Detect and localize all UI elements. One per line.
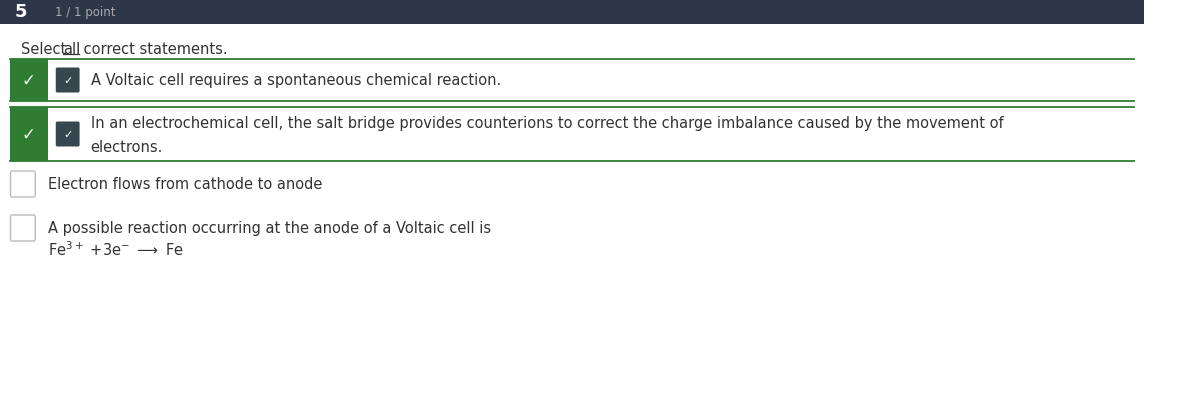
Text: Electron flows from cathode to anode: Electron flows from cathode to anode [48,177,322,192]
FancyBboxPatch shape [55,68,79,93]
Text: Select: Select [20,43,71,57]
Text: ✓: ✓ [62,76,72,86]
Text: 5: 5 [14,4,28,21]
Bar [0,0,1144,25]
Text: electrons.: electrons. [90,140,163,155]
Text: In an electrochemical cell, the salt bridge provides counterions to correct the : In an electrochemical cell, the salt bri… [90,116,1003,131]
Bar [10,108,48,162]
FancyBboxPatch shape [11,172,35,198]
Text: 1 / 1 point: 1 / 1 point [55,6,115,19]
FancyBboxPatch shape [11,216,35,241]
Bar [10,60,48,102]
Text: A possible reaction occurring at the anode of a Voltaic cell is: A possible reaction occurring at the ano… [48,221,491,236]
Text: ✓: ✓ [62,130,72,139]
Text: A Voltaic cell requires a spontaneous chemical reaction.: A Voltaic cell requires a spontaneous ch… [90,73,500,88]
Text: ✓: ✓ [22,126,36,144]
FancyBboxPatch shape [55,122,79,147]
Text: Fe$^{3+}$ +3e$^{-}$ $\longrightarrow$ Fe: Fe$^{3+}$ +3e$^{-}$ $\longrightarrow$ Fe [48,240,184,259]
Text: ✓: ✓ [22,72,36,90]
Text: all: all [64,43,80,57]
Text: correct statements.: correct statements. [79,43,227,57]
